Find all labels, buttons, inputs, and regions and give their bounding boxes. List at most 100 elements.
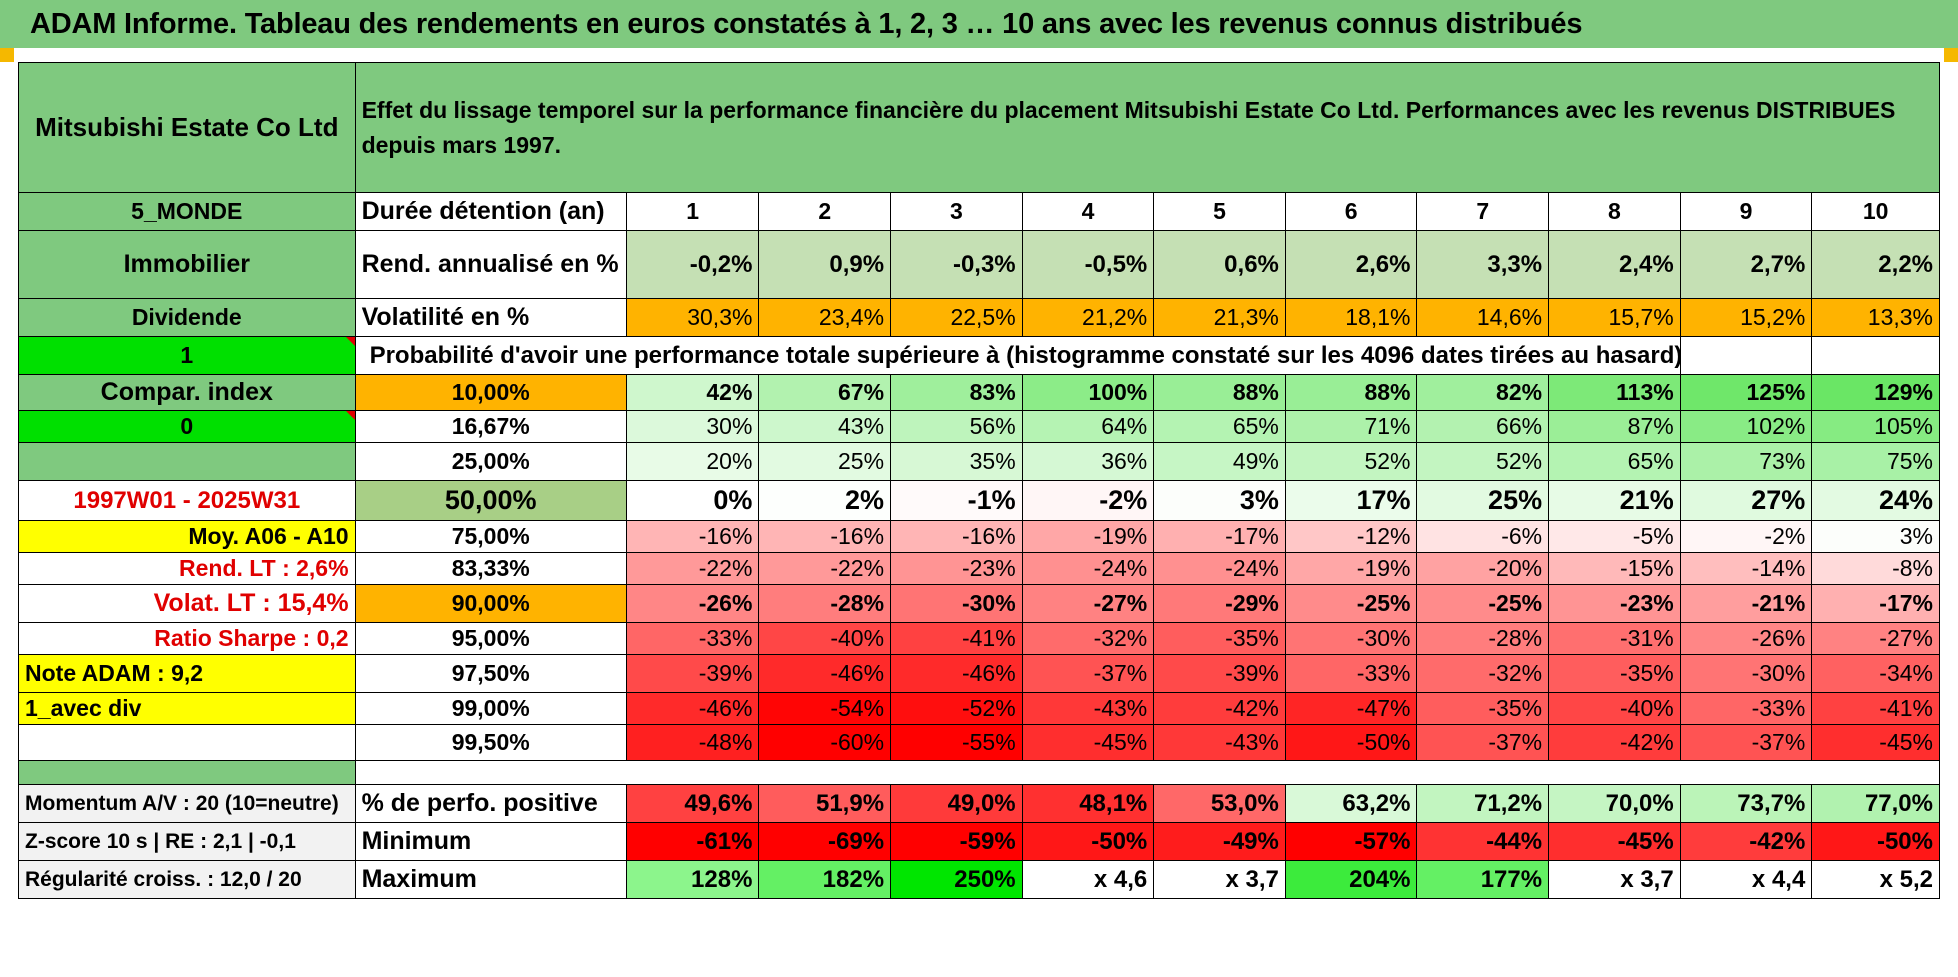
year-header: 9 [1679,192,1813,231]
probability-cell: -19% [1284,552,1418,585]
probability-level: 25,00% [354,442,627,481]
probability-cell: -16% [758,520,892,553]
probability-cell: -6% [1416,520,1550,553]
year-header: 1 [625,192,760,231]
probability-cell: -33% [625,622,760,655]
moy-label: Moy. A06 - A10 [18,520,356,553]
probability-cell: -39% [1153,654,1286,693]
probability-cell: -25% [1416,584,1550,623]
positive-label: % de perfo. positive [354,784,627,823]
vol-value: 30,3% [625,298,760,337]
maximum-label: Maximum [354,860,627,899]
vol-value: 22,5% [890,298,1023,337]
probability-cell: -30% [1679,654,1813,693]
probability-cell: 25% [1416,480,1550,521]
rend-value: 3,3% [1416,230,1550,299]
minimum-value: -61% [625,822,760,861]
probability-cell: 83% [890,374,1023,411]
probability-cell: -40% [1548,692,1681,725]
rend-value: 0,6% [1153,230,1286,299]
probability-caption: Probabilité d'avoir une performance tota… [354,336,1681,375]
probability-cell: -43% [1021,692,1155,725]
probability-cell: 65% [1548,442,1681,481]
summary-row: Momentum A/V : 20 (10=neutre)% de perfo.… [18,784,1940,823]
probability-cell: -23% [1548,584,1681,623]
probability-cell: -24% [1021,552,1155,585]
accent-marker-right [1944,48,1958,62]
probability-cell: -33% [1679,692,1813,725]
maximum-value: x 4,4 [1679,860,1813,899]
probability-cell: -54% [758,692,892,725]
momentum-label: Momentum A/V : 20 (10=neutre) [18,784,356,823]
rend-value: -0,5% [1021,230,1155,299]
probability-cell: -41% [890,622,1023,655]
header-description: Effet du lissage temporel sur la perform… [354,62,1941,193]
empty-label-cell [18,442,356,481]
probability-cell: -34% [1811,654,1940,693]
probability-cell: 88% [1153,374,1286,411]
probability-cell: 66% [1416,410,1550,443]
probability-row: Note ADAM : 9,2 97,50% -39% -46% -46% -37% -39… [18,654,1940,693]
year-header: 6 [1284,192,1418,231]
probability-cell: -42% [1153,692,1286,725]
probability-cell: -26% [1679,622,1813,655]
probability-cell: 65% [1153,410,1286,443]
probability-cell: -33% [1284,654,1418,693]
probability-cell: -39% [625,654,760,693]
probability-cell: -31% [1548,622,1681,655]
probability-cell: 75% [1811,442,1940,481]
minimum-value: -59% [890,822,1023,861]
zscore-label: Z-score 10 s | RE : 2,1 | -0,1 [18,822,356,861]
rend-label: Rend. annualisé en % [354,230,627,299]
probability-cell: -47% [1284,692,1418,725]
probability-row: 99,50% -48% -60% -55% -45% -43% -50% -37% -42% -3… [18,724,1940,761]
probability-cell: 71% [1284,410,1418,443]
probability-cell: 113% [1548,374,1681,411]
probability-cell: -55% [890,724,1023,761]
regularite-label: Régularité croiss. : 12,0 / 20 [18,860,356,899]
probability-cell: -20% [1416,552,1550,585]
minimum-value: -44% [1416,822,1550,861]
probability-cell: 56% [890,410,1023,443]
probability-cell: -26% [625,584,760,623]
probability-cell: 105% [1811,410,1940,443]
probability-cell: 52% [1284,442,1418,481]
maximum-value: 128% [625,860,760,899]
summary-row: Z-score 10 s | RE : 2,1 | -0,1 Minimum -61… [18,822,1940,861]
probability-cell: -46% [758,654,892,693]
probability-row: 1997W01 - 2025W31 50,00% 0% 2% -1% -2% 3% 17% 25… [18,480,1940,521]
probability-level: 97,50% [354,654,627,693]
vol-value: 13,3% [1811,298,1940,337]
variant-label: 1_avec div [18,692,356,725]
maximum-value: 177% [1416,860,1550,899]
probability-cell: -5% [1548,520,1681,553]
probability-cell: -28% [1416,622,1550,655]
probability-cell: -50% [1284,724,1418,761]
probability-cell: -32% [1416,654,1550,693]
probability-cell: -43% [1153,724,1286,761]
rend-value: 0,9% [758,230,892,299]
probability-level: 99,00% [354,692,627,725]
probability-level: 50,00% [354,480,627,521]
probability-cell: -28% [758,584,892,623]
empty-label-cell [18,724,356,761]
period-label: 1997W01 - 2025W31 [18,480,356,521]
probability-cell: -42% [1548,724,1681,761]
selector-1[interactable]: 1 [18,336,356,375]
minimum-value: -50% [1021,822,1155,861]
year-header: 10 [1811,192,1940,231]
empty-cell [1811,336,1940,375]
probability-cell: -45% [1021,724,1155,761]
selector-0[interactable]: 0 [18,410,356,443]
probability-cell: -22% [758,552,892,585]
probability-row: Rend. LT : 2,6% 83,33% -22% -22% -23% -24% -24… [18,552,1940,585]
spacer-cell [18,760,356,785]
probability-cell: 3% [1811,520,1940,553]
maximum-value: x 3,7 [1153,860,1286,899]
probability-level: 90,00% [354,584,627,623]
probability-cell: 49% [1153,442,1286,481]
positive-value: 51,9% [758,784,892,823]
probability-cell: -15% [1548,552,1681,585]
probability-cell: 27% [1679,480,1813,521]
probability-cell: 52% [1416,442,1550,481]
